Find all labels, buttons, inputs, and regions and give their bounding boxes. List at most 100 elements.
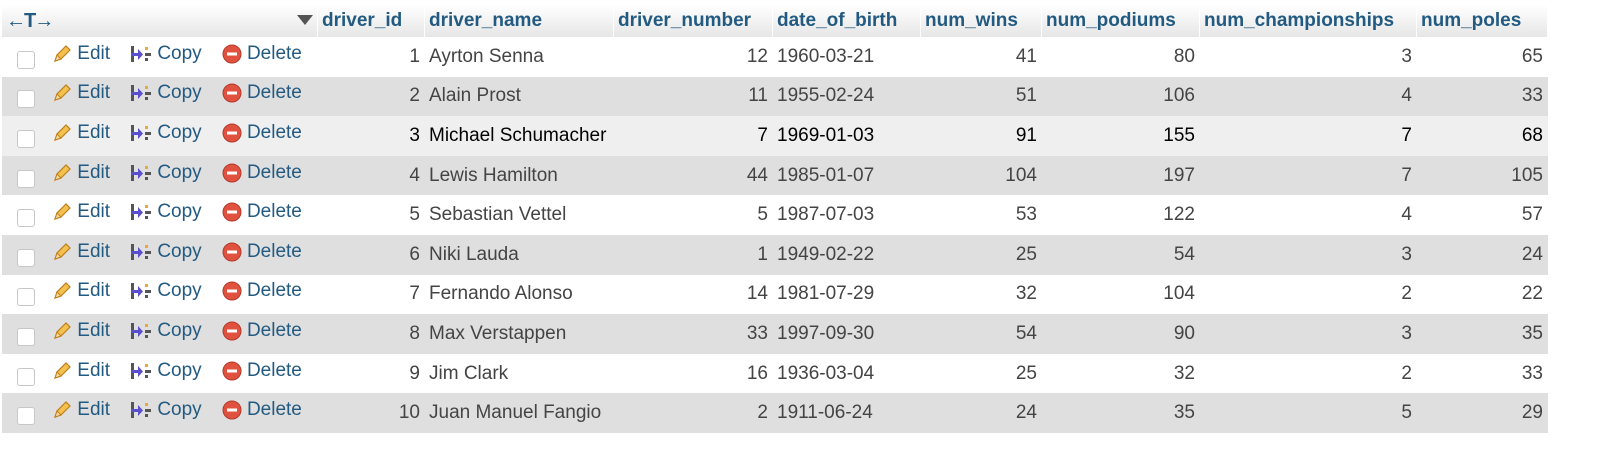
cell-driver-id: 7 [318, 274, 425, 315]
edit-button[interactable]: Edit [51, 280, 110, 302]
cell-num-wins: 32 [921, 274, 1042, 315]
cell-driver-name: Michael Schumacher [425, 116, 614, 156]
cell-date-of-birth: 1987-07-03 [773, 195, 921, 235]
cell-num-podiums: 104 [1042, 274, 1200, 315]
delete-icon [222, 123, 242, 143]
column-header-driver-number[interactable]: driver_number [614, 5, 773, 37]
copy-button[interactable]: Copy [129, 399, 202, 421]
edit-button[interactable]: Edit [51, 201, 110, 223]
column-arrows-icon[interactable]: ←T→ [6, 9, 54, 32]
copy-row-icon [131, 243, 152, 260]
column-header-num-podiums[interactable]: num_podiums [1042, 5, 1200, 37]
row-checkbox[interactable] [17, 407, 35, 426]
edit-button[interactable]: Edit [51, 360, 110, 382]
cell-driver-id: 2 [318, 76, 425, 117]
edit-button[interactable]: Edit [51, 162, 110, 184]
pencil-icon [54, 322, 72, 339]
row-actions: Edit Copy Delete [2, 116, 318, 156]
delete-button[interactable]: Delete [221, 280, 302, 302]
cell-driver-id: 6 [318, 234, 425, 275]
copy-button[interactable]: Copy [129, 320, 202, 342]
delete-button[interactable]: Delete [221, 122, 302, 144]
cell-num-championships: 7 [1200, 155, 1417, 196]
delete-label: Delete [246, 161, 302, 183]
cell-num-podiums: 155 [1042, 116, 1200, 156]
delete-button[interactable]: Delete [221, 320, 302, 342]
delete-button[interactable]: Delete [221, 360, 302, 382]
delete-button[interactable]: Delete [221, 201, 302, 223]
row-checkbox[interactable] [17, 288, 35, 307]
column-header-date-of-birth[interactable]: date_of_birth [773, 5, 921, 37]
row-checkbox[interactable] [17, 169, 35, 188]
delete-button[interactable]: Delete [221, 43, 302, 65]
delete-button[interactable]: Delete [221, 399, 302, 421]
copy-row-icon [131, 45, 152, 62]
row-checkbox[interactable] [17, 90, 35, 109]
row-checkbox[interactable] [17, 129, 35, 148]
cell-date-of-birth: 1960-03-21 [773, 37, 921, 77]
cell-num-poles: 65 [1417, 37, 1548, 77]
delete-button[interactable]: Delete [221, 162, 302, 184]
row-checkbox[interactable] [17, 209, 35, 228]
delete-label: Delete [246, 82, 302, 104]
table-row: Edit Copy Delete 7 Fernando Alonso 14 19… [2, 274, 1548, 315]
delete-label: Delete [246, 319, 302, 341]
cell-driver-name: Sebastian Vettel [425, 195, 614, 235]
copy-button[interactable]: Copy [129, 280, 202, 302]
cell-num-poles: 33 [1417, 353, 1548, 394]
cell-num-podiums: 90 [1042, 314, 1200, 354]
pencil-icon [54, 84, 72, 102]
cell-num-wins: 41 [921, 37, 1042, 77]
options-caret-icon[interactable] [297, 15, 313, 25]
cell-num-wins: 25 [921, 353, 1042, 394]
edit-label: Edit [77, 161, 111, 183]
edit-button[interactable]: Edit [51, 399, 110, 421]
delete-button[interactable]: Delete [221, 241, 302, 263]
cell-num-poles: 24 [1417, 234, 1548, 275]
cell-date-of-birth: 1911-06-24 [773, 393, 921, 433]
cell-driver-name: Niki Lauda [425, 234, 614, 275]
edit-button[interactable]: Edit [51, 320, 110, 342]
edit-button[interactable]: Edit [51, 43, 110, 65]
pencil-icon [54, 163, 72, 181]
column-header-num-championships[interactable]: num_championships [1200, 5, 1417, 37]
delete-label: Delete [246, 359, 302, 381]
cell-driver-id: 10 [318, 393, 425, 433]
copy-button[interactable]: Copy [129, 240, 202, 263]
cell-num-championships: 4 [1200, 195, 1417, 235]
copy-button[interactable]: Copy [129, 82, 202, 104]
cell-driver-number: 33 [614, 314, 773, 354]
copy-button[interactable]: Copy [129, 43, 202, 65]
table-row: Edit Copy Delete 8 Max Verstappen 33 199… [2, 314, 1548, 354]
cell-num-poles: 35 [1417, 314, 1548, 354]
cell-num-podiums: 32 [1042, 353, 1200, 394]
row-checkbox[interactable] [17, 50, 35, 69]
column-header-driver-id[interactable]: driver_id [318, 5, 425, 37]
edit-label: Edit [77, 399, 111, 421]
edit-button[interactable]: Edit [51, 241, 110, 263]
column-header-num-wins[interactable]: num_wins [921, 5, 1042, 37]
row-checkbox[interactable] [17, 248, 35, 267]
cell-driver-number: 7 [614, 116, 773, 156]
results-grid: ←T→ driver_id driver_name driver_number … [2, 5, 1624, 433]
cell-num-poles: 68 [1417, 116, 1548, 156]
column-header-num-poles[interactable]: num_poles [1417, 5, 1548, 37]
copy-button[interactable]: Copy [129, 360, 202, 382]
edit-button[interactable]: Edit [51, 82, 110, 104]
row-checkbox[interactable] [17, 367, 35, 386]
edit-button[interactable]: Edit [51, 122, 110, 144]
row-checkbox[interactable] [17, 327, 35, 346]
row-actions: Edit Copy Delete [2, 234, 318, 275]
pencil-icon [54, 203, 72, 221]
cell-driver-id: 8 [318, 314, 425, 354]
cell-num-championships: 3 [1200, 37, 1417, 77]
copy-label: Copy [157, 201, 202, 223]
copy-label: Copy [157, 240, 202, 262]
column-header-driver-name[interactable]: driver_name [425, 5, 614, 37]
delete-button[interactable]: Delete [221, 82, 302, 104]
copy-button[interactable]: Copy [129, 122, 202, 144]
copy-button[interactable]: Copy [129, 162, 202, 184]
cell-num-championships: 2 [1200, 353, 1417, 394]
copy-button[interactable]: Copy [129, 201, 202, 223]
row-actions: Edit Copy Delete [2, 274, 318, 315]
